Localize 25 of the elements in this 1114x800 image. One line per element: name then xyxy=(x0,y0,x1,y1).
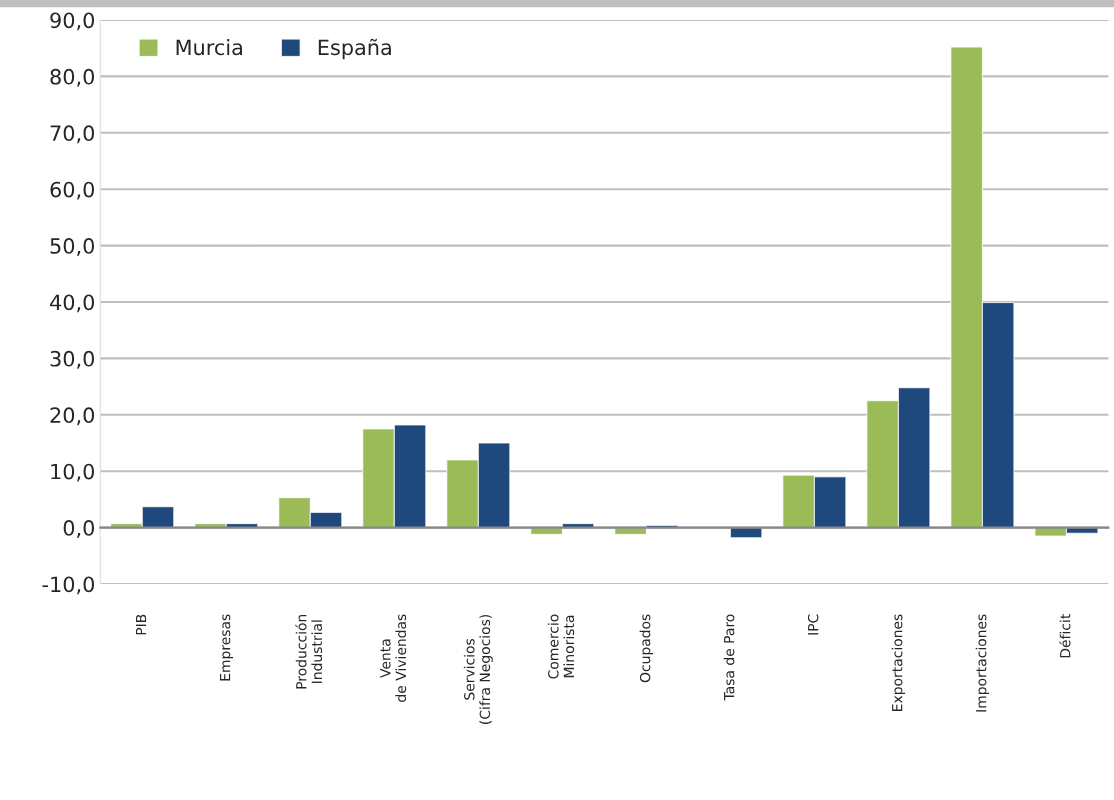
x-tick-label: PIB xyxy=(135,614,147,635)
y-tick-label: 90,0 xyxy=(50,12,95,31)
y-tick-label: 80,0 xyxy=(50,68,95,87)
x-tick-label: IPC xyxy=(807,614,819,635)
y-tick-label: 40,0 xyxy=(50,294,95,313)
x-tick-label: Tasa de Paro xyxy=(723,614,735,701)
y-tick-label: 60,0 xyxy=(50,181,95,200)
x-tick-label: Producción Industrial xyxy=(295,614,323,689)
y-tick-label: 0,0 xyxy=(63,520,95,538)
x-tick-label: Comercio Minorista xyxy=(547,614,575,679)
y-tick-label: 50,0 xyxy=(50,238,95,256)
y-tick-label: 70,0 xyxy=(50,125,95,144)
x-tick-label: Servicios (Cifra Negocios) xyxy=(463,614,493,724)
x-tick-label: Venta de Viviendas xyxy=(380,614,407,702)
y-tick-label: 20,0 xyxy=(50,407,95,426)
y-tick-label: -10,0 xyxy=(42,576,95,595)
x-tick-label: Empresas xyxy=(219,614,233,681)
x-tick-label: Déficit xyxy=(1059,614,1071,658)
legend-label: Murcia xyxy=(176,39,242,56)
x-tick-label: Ocupados xyxy=(639,614,654,683)
x-tick-label: Importaciones xyxy=(975,614,990,712)
y-tick-label: 10,0 xyxy=(51,463,95,482)
legend-label: España xyxy=(318,38,391,60)
x-tick-label: Exportaciones xyxy=(891,614,906,711)
y-tick-label: 30,0 xyxy=(50,350,95,369)
